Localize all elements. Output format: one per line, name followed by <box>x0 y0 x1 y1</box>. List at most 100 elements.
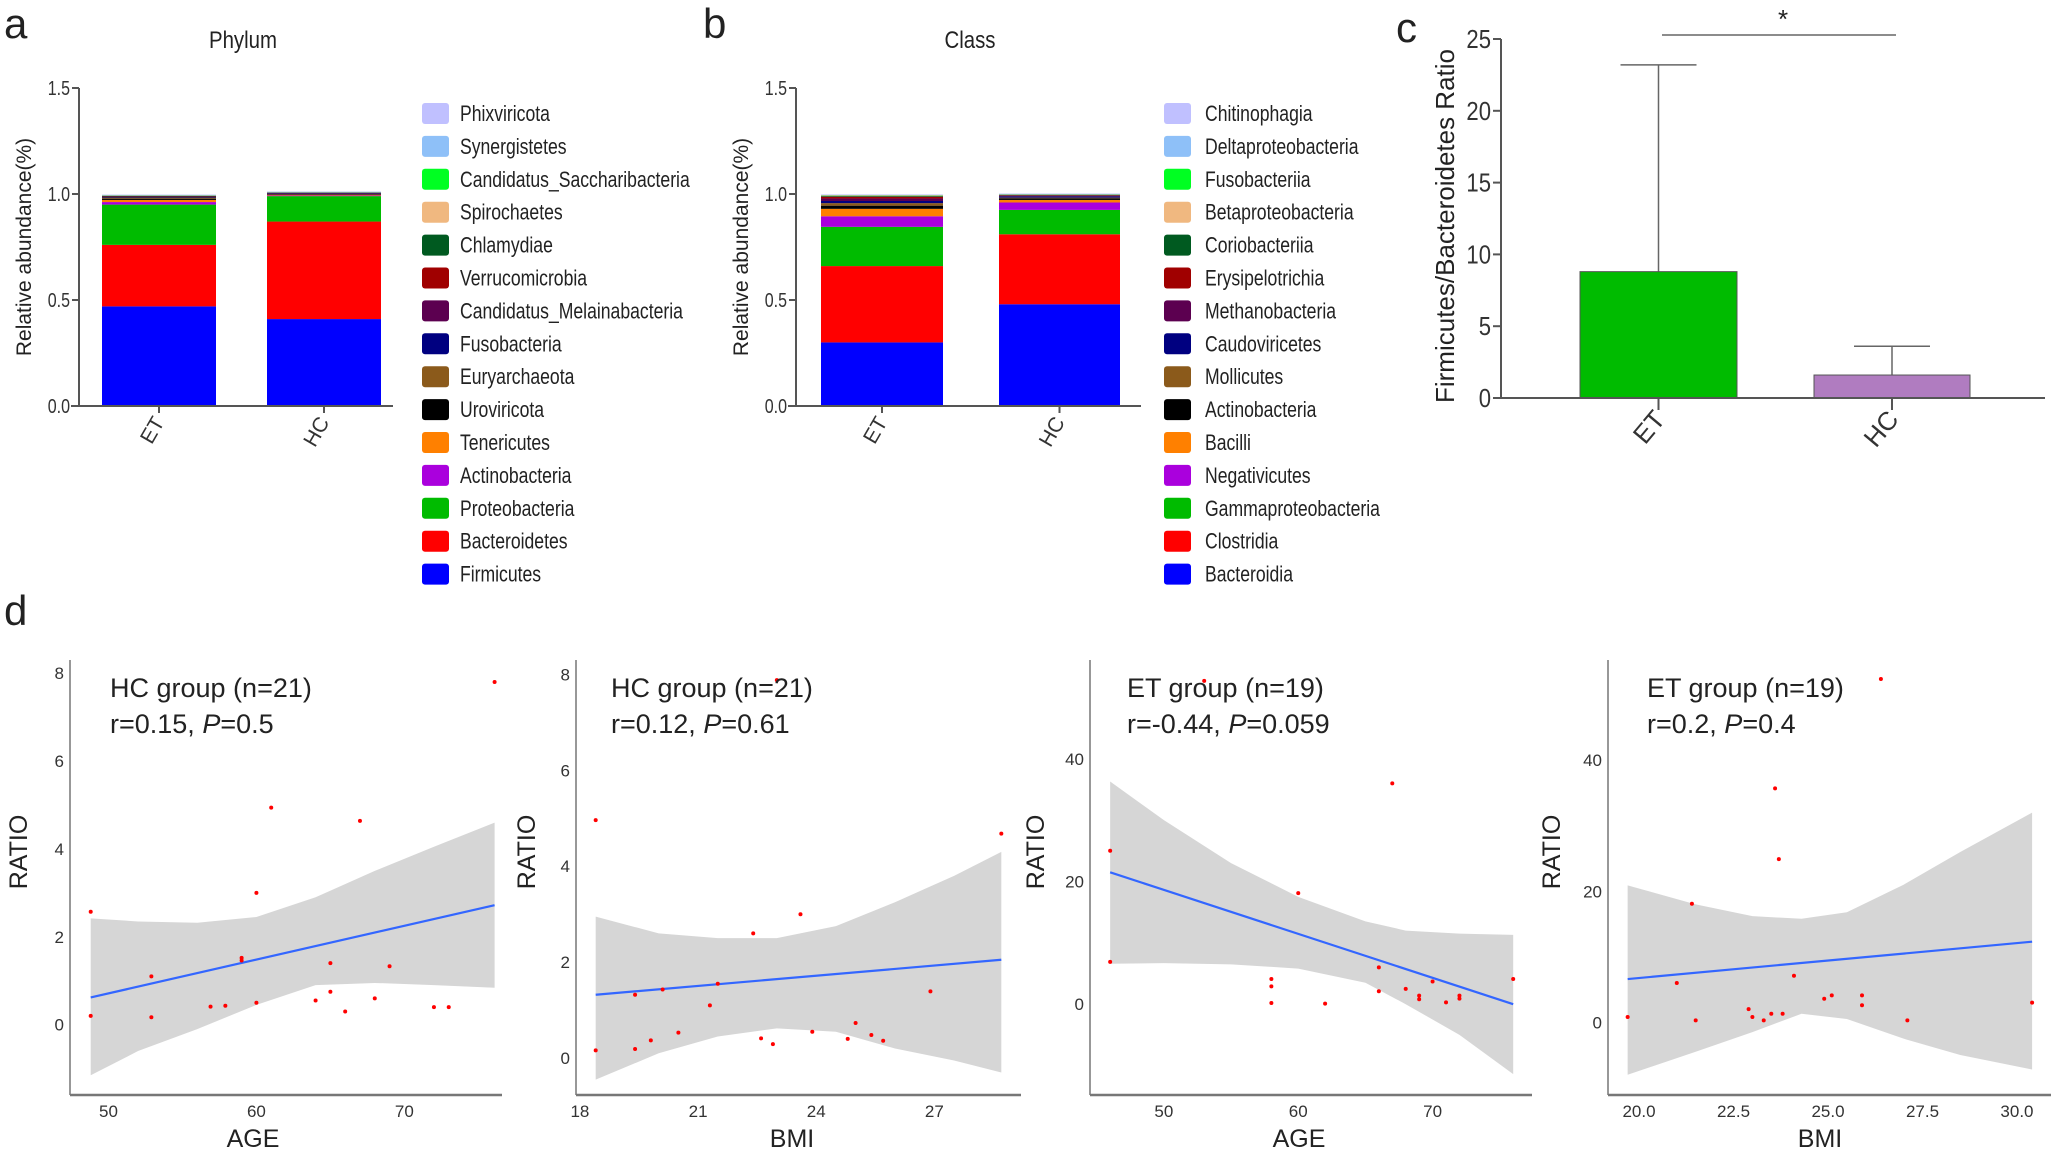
legend-label: Bacteroidia <box>1205 563 1294 587</box>
y-axis-label: Relative abundance(%) <box>730 138 753 356</box>
scatter-plot-d1: 50 60 70 0 2 4 6 8 AGE RATIO HC group (n=21) r=0.15… <box>5 660 502 1150</box>
annotation-p_value: =0.4 <box>1742 709 1795 739</box>
data-point <box>387 964 392 969</box>
bar-segment-HC-Firmicutes <box>267 319 381 406</box>
bar-segment-HC-Fusobacteria <box>267 193 381 194</box>
data-point <box>1822 996 1827 1001</box>
x-tick-label: 70 <box>1423 1102 1442 1121</box>
x-tick-label: 50 <box>1154 1102 1173 1121</box>
legend-label: Negativicutes <box>1205 464 1311 488</box>
data-point <box>313 998 318 1003</box>
data-point <box>254 1000 259 1005</box>
panel-label-a: a <box>4 0 28 47</box>
y-tick-label: 40 <box>1583 751 1602 770</box>
annotation-p_value: =0.61 <box>721 709 789 739</box>
data-point <box>774 678 779 683</box>
confidence-band <box>595 851 1002 1080</box>
bar-segment-ET-Candidatus_Melainabacteria <box>102 196 216 197</box>
data-point <box>1860 1003 1865 1008</box>
bar-segment-HC-Tenericutes <box>267 194 381 196</box>
bar-segment-ET-Uroviricota <box>102 198 216 200</box>
data-point <box>593 818 598 823</box>
data-point <box>492 679 497 684</box>
annotation-r: r=0.2, <box>1647 709 1724 739</box>
legend-label: Synergistetes <box>460 135 567 159</box>
data-point <box>1457 993 1462 998</box>
data-point <box>1674 980 1679 985</box>
data-point <box>798 912 803 917</box>
y-tick-label: 20 <box>1466 97 1491 126</box>
annotation-p_value: =0.5 <box>220 709 273 739</box>
data-point <box>707 1003 712 1008</box>
data-point <box>1202 678 1207 683</box>
bar-segment-ET-Firmicutes <box>102 306 216 406</box>
bar-segment-ET-Methanobacteria <box>821 198 943 201</box>
legend-label: Chitinophagia <box>1205 102 1313 126</box>
y-axis-label: Relative abundance(%) <box>13 138 36 356</box>
data-point <box>869 1033 874 1038</box>
bar-segment-HC-Proteobacteria <box>267 196 381 222</box>
stacked-bar-chart-b: Class ET HC 0.0 0.5 1.0 1.5 Relative abundance(… <box>730 26 1381 587</box>
legend-swatch <box>1164 168 1191 190</box>
legend-swatch <box>422 530 449 552</box>
data-point <box>1108 959 1113 964</box>
bar-segment-ET-Coriobacteriia <box>821 195 943 197</box>
data-point <box>2030 1000 2035 1005</box>
y-tick-label: 20 <box>1583 882 1602 901</box>
legend-swatch <box>1164 234 1191 256</box>
legend-label: Methanobacteria <box>1205 300 1337 324</box>
legend-label: Actinobacteria <box>460 464 572 488</box>
x-tick-label: 30.0 <box>2000 1102 2033 1121</box>
y-tick-label: 5 <box>1479 313 1491 342</box>
data-point <box>1376 965 1381 970</box>
data-point <box>431 1005 436 1010</box>
data-point <box>1376 989 1381 994</box>
regression-line <box>90 904 495 999</box>
legend-label: Betaproteobacteria <box>1205 201 1354 225</box>
x-tick-label: 21 <box>689 1102 708 1121</box>
legend-swatch <box>1164 563 1191 585</box>
data-point <box>1269 1000 1274 1005</box>
bar-segment-HC-Bacteroidia <box>999 304 1120 406</box>
data-point <box>1905 1018 1910 1023</box>
legend-label: Actinobacteria <box>1205 398 1317 422</box>
data-point <box>1457 996 1462 1001</box>
data-point <box>88 909 93 914</box>
data-point <box>1746 1007 1751 1012</box>
annotation-p_label: P <box>1724 709 1742 739</box>
bar-segment-ET-Actinobacteria <box>821 205 943 209</box>
bar-segment-HC-Erysipelotrichia <box>999 195 1120 196</box>
x-tick-label: 18 <box>570 1102 589 1121</box>
y-tick-label: 6 <box>55 752 64 771</box>
y-tick-label: 10 <box>1466 241 1491 270</box>
bar-HC <box>1813 374 1971 399</box>
legend-swatch <box>1164 366 1191 388</box>
confidence-band <box>1110 781 1514 1075</box>
legend-swatch <box>1164 333 1191 355</box>
data-point <box>1776 857 1781 862</box>
data-point <box>1773 786 1778 791</box>
y-axis-label: RATIO <box>513 815 541 890</box>
legend-swatch <box>422 464 449 486</box>
bar-segment-ET-Negativicutes <box>821 216 943 227</box>
data-point <box>633 1046 638 1051</box>
legend-swatch <box>1164 300 1191 322</box>
legend-label: Bacilli <box>1205 431 1251 455</box>
y-tick-label: 1.0 <box>48 183 70 205</box>
bar-segment-ET-Mollicutes <box>821 203 943 206</box>
stacked-bar-chart-a: Phylum ET HC 0.0 0.5 1.0 1.5 Relative abundance… <box>13 26 691 587</box>
correlation-annotation: r=0.2, P=0.4 <box>1647 709 1796 739</box>
x-tick-label: HC <box>1035 413 1070 451</box>
bar-segment-HC-Clostridia <box>999 234 1120 305</box>
data-point <box>593 1048 598 1053</box>
annotation-r: r=0.15, <box>110 709 202 739</box>
y-tick-label: 4 <box>561 857 570 876</box>
x-tick-label: 27.5 <box>1906 1102 1939 1121</box>
legend-swatch <box>422 201 449 223</box>
y-tick-label: 1.5 <box>765 77 787 99</box>
data-point <box>1860 993 1865 998</box>
data-point <box>660 987 665 992</box>
data-point <box>1791 973 1796 978</box>
data-point <box>1417 993 1422 998</box>
